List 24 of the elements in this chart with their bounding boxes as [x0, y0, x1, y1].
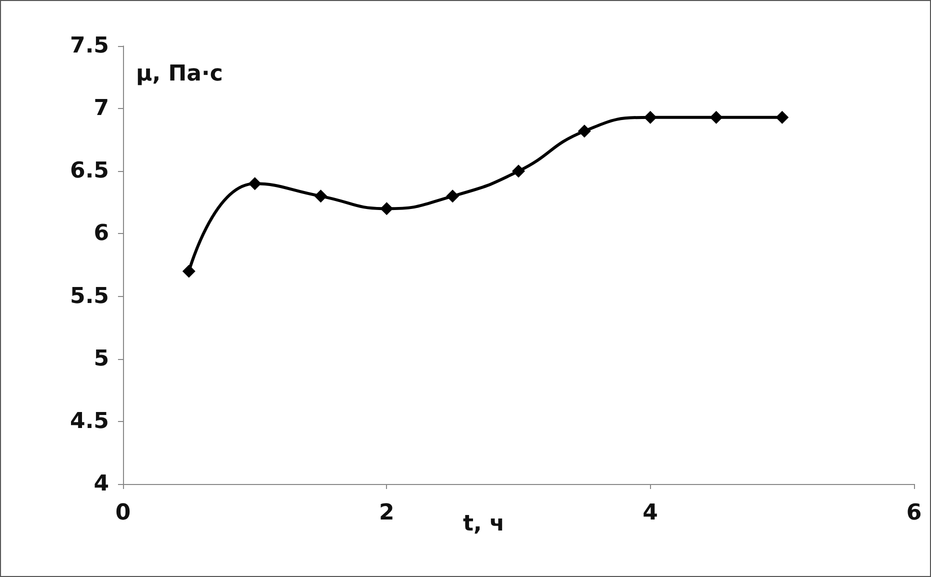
y-tick-label: 7	[94, 96, 109, 122]
x-axis-title: t, ч	[463, 512, 505, 536]
y-tick-label: 5.5	[70, 284, 109, 309]
y-tick-label: 5	[94, 346, 109, 372]
y-tick-label: 6	[94, 221, 109, 246]
point	[182, 264, 196, 278]
point	[644, 110, 657, 124]
point	[248, 177, 262, 190]
point	[578, 124, 591, 138]
x-tick-label: 4	[642, 500, 658, 526]
point	[710, 110, 723, 124]
y-tick-label: 4.5	[70, 408, 109, 434]
point	[512, 164, 525, 178]
point	[380, 202, 394, 216]
x-tick-label: 6	[906, 500, 922, 526]
y-tick-label: 6.5	[70, 158, 109, 184]
x-tick-label: 0	[115, 500, 131, 526]
y-axis-title: μ, Па·с	[136, 62, 223, 86]
x-tick-label: 2	[379, 500, 394, 526]
point	[314, 190, 328, 203]
y-tick-label: 4	[94, 472, 109, 496]
point	[776, 110, 789, 124]
point	[446, 190, 460, 203]
y-tick-label: 7.5	[70, 34, 109, 58]
